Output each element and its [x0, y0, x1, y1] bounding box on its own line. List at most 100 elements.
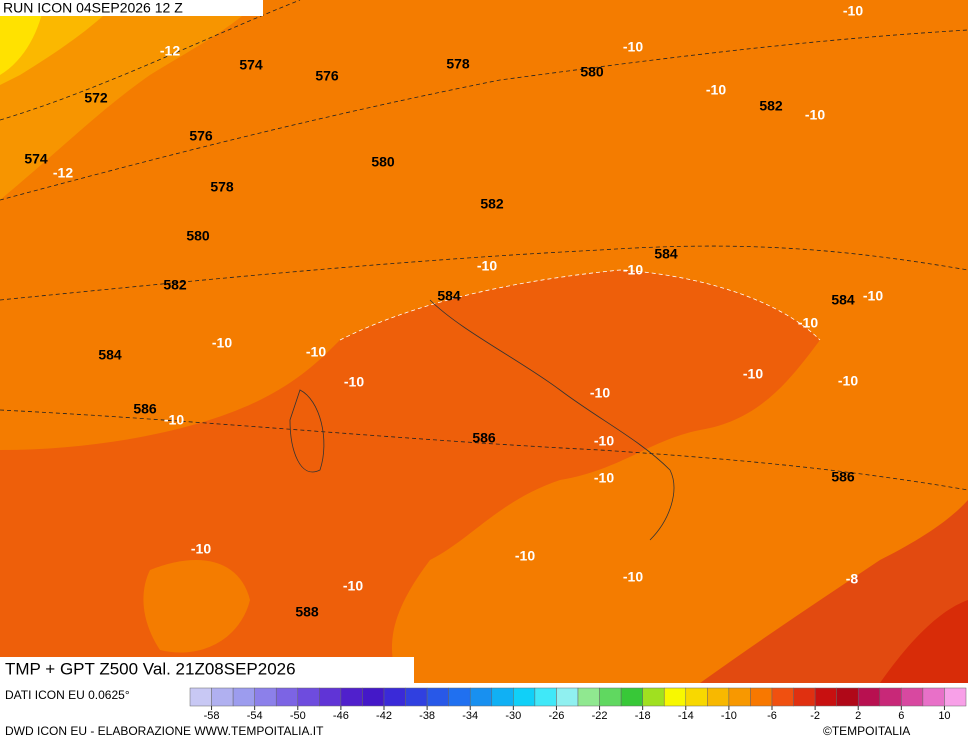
temperature-label: -10	[590, 385, 610, 401]
credit: DWD ICON EU - ELABORAZIONE WWW.TEMPOITAL…	[5, 724, 324, 738]
colorbar-tick-label: -22	[592, 710, 608, 722]
colorbar-tick-label: -2	[810, 710, 820, 722]
geopotential-label: 572	[84, 90, 108, 106]
title-box	[0, 657, 414, 683]
geopotential-label: 576	[189, 128, 213, 144]
colorbar-tick-label: -38	[419, 710, 435, 722]
temperature-label: -10	[743, 366, 763, 382]
colorbar-swatch	[426, 687, 449, 707]
colorbar-tick-label: -6	[767, 710, 777, 722]
colorbar-swatch	[556, 687, 579, 707]
geopotential-label: 578	[446, 56, 470, 72]
colorbar-swatch	[340, 687, 363, 707]
temperature-label: -12	[53, 165, 73, 181]
geopotential-label: 584	[654, 246, 678, 262]
temperature-label: -10	[838, 373, 858, 389]
colorbar-swatch	[232, 687, 255, 707]
temperature-label: -12	[160, 43, 180, 59]
temperature-label: -10	[594, 470, 614, 486]
colorbar-tick-label: -30	[505, 710, 521, 722]
colorbar-tick-label: -18	[635, 710, 651, 722]
colorbar-swatch	[491, 687, 514, 707]
colorbar-swatch	[771, 687, 794, 707]
colorbar-swatch	[836, 687, 859, 707]
geopotential-label: 586	[831, 469, 855, 485]
colorbar-tick-label: -58	[204, 710, 220, 722]
colorbar-swatch	[944, 687, 967, 707]
temperature-label: -10	[843, 3, 863, 19]
colorbar-tick-label: -34	[462, 710, 478, 722]
colorbar-swatch	[513, 687, 536, 707]
colorbar-swatch	[620, 687, 643, 707]
header-box	[0, 0, 263, 16]
colorbar-swatch	[534, 687, 557, 707]
colorbar-swatch	[297, 687, 320, 707]
temperature-label: -10	[212, 335, 232, 351]
temperature-label: -8	[846, 571, 859, 587]
geopotential-label: 580	[580, 64, 604, 80]
geopotential-label: 588	[295, 604, 319, 620]
geopotential-label: 586	[472, 430, 496, 446]
colorbar-swatch	[254, 687, 277, 707]
colorbar-swatch	[319, 687, 342, 707]
temperature-label: -10	[594, 433, 614, 449]
colorbar-swatch	[275, 687, 299, 707]
geopotential-label: 580	[371, 154, 395, 170]
geopotential-label: 578	[210, 179, 234, 195]
colorbar-swatch	[469, 687, 493, 707]
colorbar-tick-label: -54	[247, 710, 263, 722]
geopotential-label: 582	[480, 196, 504, 212]
geopotential-label: 586	[133, 401, 157, 417]
colorbar-tick-label: -14	[678, 710, 694, 722]
colorbar-swatch	[922, 687, 945, 707]
colorbar-swatch	[901, 687, 924, 707]
run-label: RUN ICON 04SEP2026 12 Z	[3, 0, 183, 16]
colorbar-swatch	[383, 687, 406, 707]
source-label: DATI ICON EU 0.0625°	[5, 688, 130, 702]
temperature-label: -10	[805, 107, 825, 123]
temperature-label: -10	[306, 344, 326, 360]
colorbar-swatch	[189, 687, 212, 707]
colorbar-swatch	[448, 687, 471, 707]
map-fields	[0, 0, 968, 683]
temperature-label: -10	[798, 315, 818, 331]
colorbar-swatch	[707, 687, 730, 707]
map-title: TMP + GPT Z500 Val. 21Z08SEP2026	[5, 659, 296, 678]
geopotential-label: 584	[831, 292, 855, 308]
colorbar-swatch	[857, 687, 881, 707]
colorbar-swatch	[599, 687, 622, 707]
colorbar-tick-label: 10	[938, 710, 950, 722]
colorbar-swatch	[362, 687, 385, 707]
colorbar-tick-label: 2	[855, 710, 861, 722]
geopotential-label: 584	[98, 347, 122, 363]
temperature-label: -10	[191, 541, 211, 557]
colorbar-tick-label: -26	[548, 710, 564, 722]
temperature-label: -10	[343, 578, 363, 594]
colorbar-swatch	[814, 687, 837, 707]
geopotential-label: 574	[239, 57, 263, 73]
colorbar-swatch	[663, 687, 687, 707]
colorbar-swatch	[879, 687, 902, 707]
temperature-label: -10	[623, 39, 643, 55]
colorbar-tick-label: -42	[376, 710, 392, 722]
temperature-label: -10	[344, 374, 364, 390]
geopotential-label: 582	[759, 98, 783, 114]
colorbar-swatch	[577, 687, 600, 707]
geopotential-label: 584	[437, 288, 461, 304]
geopotential-label: 582	[163, 277, 187, 293]
colorbar-swatch	[750, 687, 773, 707]
colorbar-swatch	[728, 687, 751, 707]
copyright: ©TEMPOITALIA	[823, 724, 910, 738]
temperature-label: -10	[863, 288, 883, 304]
geopotential-label: 574	[24, 151, 48, 167]
temperature-label: -10	[164, 412, 184, 428]
colorbar-tick-label: -50	[290, 710, 306, 722]
temperature-label: -10	[515, 548, 535, 564]
colorbar-swatch	[405, 687, 428, 707]
colorbar-swatch	[685, 687, 708, 707]
geopotential-label: 580	[186, 228, 210, 244]
temperature-label: -10	[477, 258, 497, 274]
colorbar-swatch	[793, 687, 816, 707]
